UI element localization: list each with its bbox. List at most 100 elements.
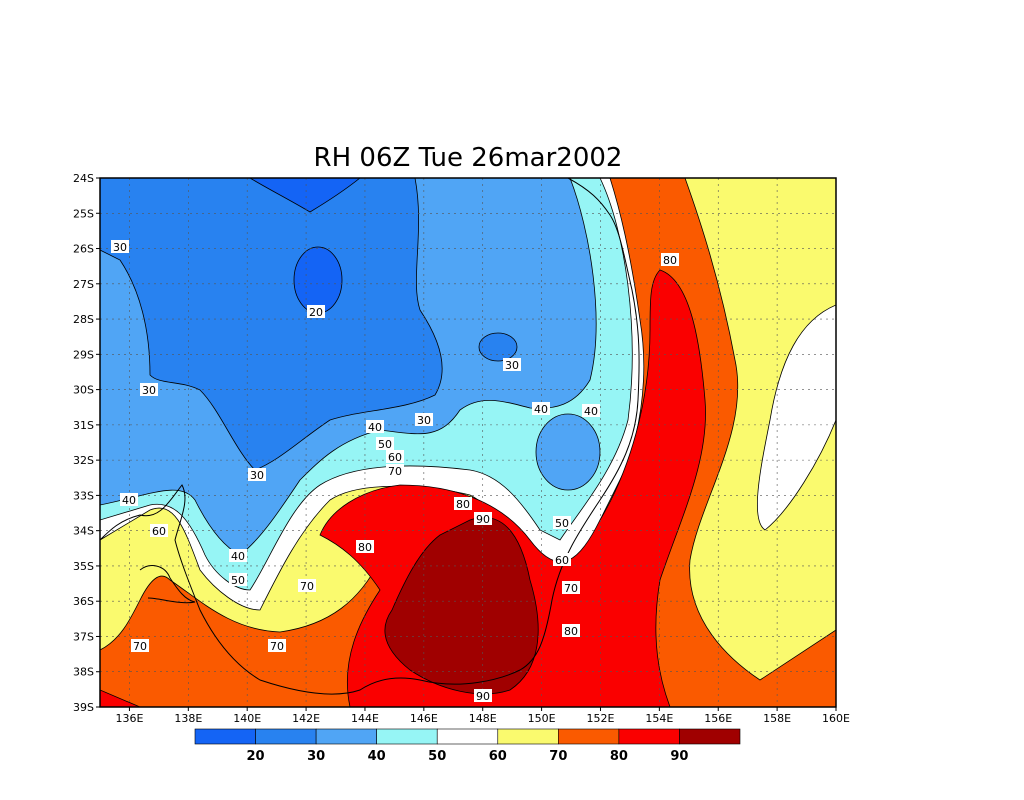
colorbar-swatch <box>497 728 559 745</box>
contour-label-box <box>661 253 679 266</box>
contour-label-text: 50 <box>231 574 245 587</box>
contour-label-text: 30 <box>113 241 127 254</box>
region-10-20-top <box>249 178 361 213</box>
lon-tick-label: 146E <box>410 712 438 725</box>
colorbar-swatch <box>255 728 317 745</box>
contour-label: 40 <box>120 493 138 507</box>
contour-label: 30 <box>140 383 158 397</box>
contour-label-text: 40 <box>122 494 136 507</box>
contour-label-box <box>454 497 472 510</box>
contour-label-box <box>415 413 433 426</box>
lon-tick-label: 156E <box>704 712 732 725</box>
contour-label: 90 <box>474 689 492 703</box>
region-80-90-sw <box>100 689 141 707</box>
contour-label: 80 <box>356 540 374 554</box>
contour-label: 60 <box>553 553 571 567</box>
gulf-coast <box>139 565 196 604</box>
colorbar-swatch <box>436 728 499 745</box>
contour-label-text: 80 <box>564 625 578 638</box>
longitude-axis: 136E 138E 140E 142E 144E 146E 148E 150E 152E 154E… <box>115 707 850 725</box>
lat-tick-label: 27S <box>73 278 94 291</box>
colorbar-swatch <box>618 728 680 745</box>
contour-label-text: 40 <box>368 421 382 434</box>
contour-label-box <box>298 579 316 592</box>
contour-label: 80 <box>454 497 472 511</box>
region-30-40-pocket <box>535 413 601 491</box>
contour-label: 20 <box>307 305 325 319</box>
contour-label: 70 <box>386 464 404 478</box>
contour-label: 40 <box>229 549 247 563</box>
contour-label-text: 30 <box>505 359 519 372</box>
lon-tick-label: 136E <box>115 712 143 725</box>
contour-label-text: 30 <box>417 414 431 427</box>
lat-tick-label: 28S <box>73 313 94 326</box>
lat-tick-label: 25S <box>73 207 94 220</box>
colorbar-label: 90 <box>670 749 688 764</box>
contour-label-box <box>376 437 394 450</box>
contour-label: 30 <box>111 240 129 254</box>
contour-label-text: 70 <box>300 580 314 593</box>
lat-tick-label: 33S <box>73 489 94 502</box>
contour-label-text: 70 <box>270 640 284 653</box>
colorbar-swatch <box>194 728 256 745</box>
colorbar-label: 40 <box>368 749 386 764</box>
contour-label-box <box>553 553 571 566</box>
contour-label: 40 <box>582 404 600 418</box>
lat-tick-label: 30S <box>73 384 94 397</box>
contour-label-text: 80 <box>358 541 372 554</box>
contour-label: 50 <box>376 437 394 451</box>
lat-tick-label: 35S <box>73 560 94 573</box>
lat-tick-label: 38S <box>73 666 94 679</box>
lat-tick-label: 34S <box>73 525 94 538</box>
colorbar-label: 70 <box>549 749 567 764</box>
contour-label-text: 20 <box>309 306 323 319</box>
colorbar-swatch <box>679 728 741 745</box>
contour-label-text: 60 <box>152 525 166 538</box>
colorbar-swatch <box>558 728 620 745</box>
lat-tick-label: 36S <box>73 595 94 608</box>
contour-label-text: 80 <box>663 254 677 267</box>
colorbar-label: 20 <box>247 749 265 764</box>
contour-label-box <box>111 240 129 253</box>
lat-tick-label: 24S <box>73 172 94 185</box>
contour-label: 40 <box>532 402 550 416</box>
grid-lines <box>100 178 836 707</box>
lon-tick-label: 150E <box>528 712 556 725</box>
contour-label-box <box>120 493 138 506</box>
contour-label-box <box>562 624 580 637</box>
region-10-20-blob <box>293 246 343 314</box>
contour-label-text: 70 <box>133 640 147 653</box>
lon-tick-label: 152E <box>587 712 615 725</box>
contour-label-text: 30 <box>142 384 156 397</box>
contour-label-box <box>229 549 247 562</box>
contour-label-box <box>503 358 521 371</box>
contour-label: 80 <box>661 253 679 267</box>
contour-label: 70 <box>131 639 149 653</box>
contour-label-text: 70 <box>564 582 578 595</box>
contour-label: 60 <box>386 450 404 464</box>
contour-label-box <box>366 420 384 433</box>
lon-tick-label: 138E <box>174 712 202 725</box>
contour-label-box <box>553 516 571 529</box>
contour-label: 80 <box>562 624 580 638</box>
contour-label-text: 40 <box>534 403 548 416</box>
lon-tick-label: 160E <box>822 712 850 725</box>
colorbar-label: 50 <box>428 749 446 764</box>
contour-label-text: 40 <box>584 405 598 418</box>
contour-label-text: 80 <box>456 498 470 511</box>
colorbar-swatch <box>315 728 377 745</box>
contour-label: 90 <box>474 512 492 526</box>
contour-label-box <box>386 464 404 477</box>
colorbar-swatch <box>376 728 438 745</box>
contour-label-text: 40 <box>231 550 245 563</box>
lat-tick-label: 37S <box>73 630 94 643</box>
plot-frame <box>99 177 837 708</box>
contour-label-text: 50 <box>555 517 569 530</box>
colorbar-label: 80 <box>610 749 628 764</box>
contour-label-text: 30 <box>250 469 264 482</box>
contour-label: 40 <box>366 420 384 434</box>
lon-tick-label: 158E <box>763 712 791 725</box>
contour-label-text: 90 <box>476 513 490 526</box>
